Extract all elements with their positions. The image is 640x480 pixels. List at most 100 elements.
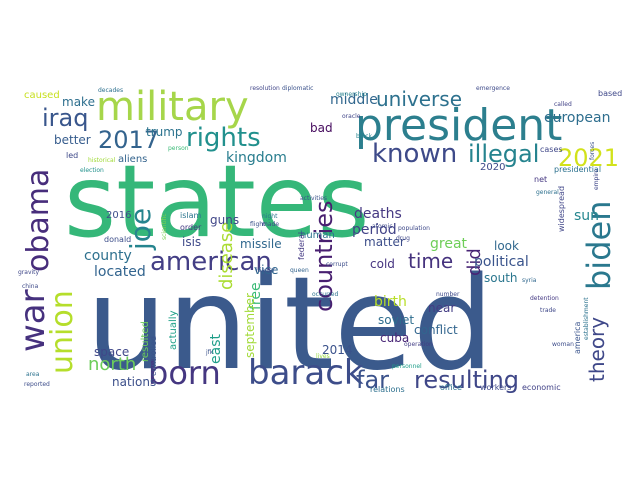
word-office: office [440,383,462,392]
word-cases: cases [540,145,563,154]
word-2021: 2021 [558,144,619,172]
word-birth: birth [374,294,407,310]
word-2017: 2017 [98,126,159,154]
word-middle: middle [330,92,378,108]
word-actually: actually [168,310,179,350]
word-theory: theory [585,317,609,382]
word-united: united [86,250,494,399]
word-called: called [554,101,572,108]
word-nations: nations [112,375,156,389]
word-queen: queen [290,267,309,274]
word-net: net [534,175,547,184]
word-north: north [88,354,136,375]
word-2014: 2014 [322,343,353,357]
word-iraq: iraq [42,104,88,132]
word-night: night [262,213,278,220]
word-time: time [408,249,453,273]
word-based: based [598,89,622,98]
word-look: look [494,239,519,253]
word-empire: empire [593,169,600,190]
word-black: black [356,133,372,140]
word-space: space [94,345,129,359]
word-operation: operation [404,341,433,348]
word-historical: historical [88,157,116,164]
word-far: far [356,366,389,394]
word-economic: economic [522,383,561,392]
word-area: area [26,371,40,378]
word-cold: cold [370,257,395,271]
word-soviet: soviet [378,313,414,327]
word-period: period [352,222,397,238]
word-lives: lives [316,353,330,360]
word-political: political [474,254,529,270]
word-gravity: gravity [18,269,40,276]
word-trump: trump [146,125,183,139]
word-resulting: resulting [414,366,519,394]
word-reported: reported [24,381,50,388]
word-disease: disease [216,222,237,290]
word-joe: joe [124,208,157,251]
word-missile: missile [240,237,282,251]
word-population: population [398,225,430,232]
word-activities: activities [300,195,327,202]
word-known: known [372,139,457,169]
word-rights: rights [186,123,261,153]
word-bad: bad [310,121,333,135]
word-corrupt: corrupt [326,261,348,268]
word-free: free [248,282,264,310]
word-forces: forces [589,142,596,160]
word-controlled: controlled [149,336,158,376]
word-universe: universe [376,87,462,111]
word-matter: matter [364,235,405,249]
word-cuba: cuba [380,331,409,345]
word-did: did [464,248,485,276]
word-woman: woman [552,341,574,348]
word-occurred: occurred [312,291,338,298]
word-scientific: scientific [161,213,168,240]
word-widespread: widespread [557,186,566,232]
word-military: military [96,84,249,130]
word-establishment: establishment [583,297,590,340]
word-county: county [84,248,132,264]
word-september: september [243,293,257,358]
word-european: european [544,110,610,126]
word-presidential: presidential [554,165,601,174]
word-made: made [262,221,279,228]
word-trade: trade [540,307,556,314]
word-ownership: ownership [336,91,367,98]
word-barack: barack [248,353,364,393]
word-obama: obama [21,169,56,272]
word-china: china [22,283,39,290]
word-federal: federal [297,232,306,260]
word-workers: workers [480,383,511,392]
word-born: born [148,354,221,392]
word-leader: leader [256,267,276,274]
word-near: near [428,301,455,315]
word-america: america [573,321,582,354]
word-vice: vice [254,263,278,277]
word-relations: relations [370,385,405,394]
word-resolution: resolution [250,85,280,92]
word-donald: donald [104,235,131,244]
word-isis: isis [182,235,201,249]
word-order: order [180,223,202,232]
word-general: general [536,189,559,196]
word-east: east [208,334,224,364]
word-guns: guns [210,213,239,227]
word-sun: sun [574,208,599,224]
word-kingdom: kingdom [226,150,287,166]
word-jfk: jfk [205,349,214,356]
word-oracle: oracle [342,113,361,120]
word-election: election [80,167,104,174]
word-caused: caused [24,90,60,101]
word-decades: decades [98,87,123,94]
word-states: states [64,143,369,260]
word-2020: 2020 [480,162,505,173]
word-diplomatic: diplomatic [282,85,313,92]
word-south: south [484,271,518,285]
word-person: person [168,145,189,152]
word-president: president [355,100,562,151]
word-great: great [430,236,468,252]
word-biden: biden [580,201,618,290]
